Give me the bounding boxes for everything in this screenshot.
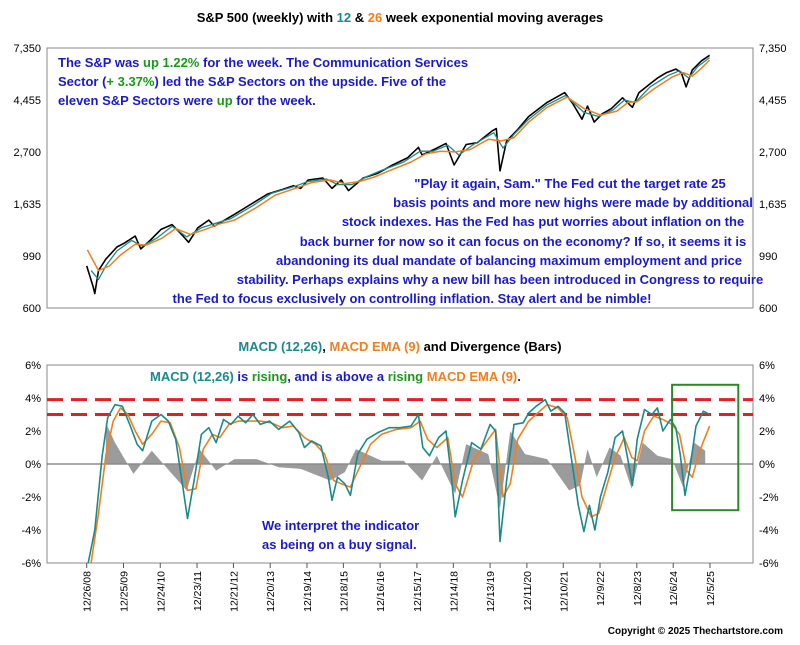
price-line [85, 54, 711, 295]
macd-y-axis: 6% 6% 4% 4% 2% 2% 0% 0% -2% -2% -4% -4% -6% -6% [21, 360, 778, 570]
svg-text:as being on a buy signal.: as being on a buy signal. [262, 537, 417, 552]
macd-tick-label-left: 2% [25, 426, 41, 438]
signal-line [90, 403, 711, 564]
fed-commentary-note: "Play it again, Sam." The Fed cut the ta… [173, 176, 764, 306]
price-tick-label-left: 4,455 [13, 95, 41, 107]
price-tick-label-right: 990 [759, 251, 777, 263]
date-tick-label: 12/23/11 [192, 571, 204, 611]
svg-text:eleven S&P Sectors were up for: eleven S&P Sectors were up for the week. [58, 93, 316, 108]
macd-tick-label-right: 6% [759, 360, 775, 372]
macd-tick-label-left: -6% [21, 558, 41, 570]
macd-tick-label-right: -2% [759, 492, 779, 504]
macd-tick-label-right: -6% [759, 558, 779, 570]
price-y-axis: 7,350 7,350 4,455 4,455 2,700 2,700 1,635 1,635… [13, 43, 786, 315]
macd-tick-label-right: -4% [759, 525, 779, 537]
fed-note-line: the Fed to focus exclusively on controll… [173, 291, 652, 306]
macd-tick-label-right: 4% [759, 393, 775, 405]
date-tick-label: 12/26/08 [82, 571, 94, 612]
date-tick-label: 12/21/12 [228, 571, 240, 612]
date-tick-label: 12/5/25 [705, 571, 717, 606]
macd-tick-label-left: 0% [25, 459, 41, 471]
macd-chart-title: MACD (12,26), MACD EMA (9) and Divergenc… [238, 339, 561, 354]
svg-text:Sector (+ 3.37%) led the S&P S: Sector (+ 3.37%) led the S&P Sectors on … [58, 74, 446, 89]
price-tick-label-left: 1,635 [13, 199, 41, 211]
macd-tick-label-left: -2% [21, 492, 41, 504]
date-tick-label: 12/25/09 [118, 571, 130, 612]
date-tick-label: 12/19/14 [302, 571, 314, 612]
date-tick-label: 12/20/13 [265, 571, 277, 612]
date-tick-label: 12/8/23 [632, 571, 644, 606]
date-tick-label: 12/13/19 [485, 571, 497, 612]
price-panel-frame [46, 47, 754, 309]
macd-plot [47, 383, 753, 564]
price-tick-label-right: 1,635 [759, 199, 787, 211]
svg-text:We interpret the indicator: We interpret the indicator [262, 518, 419, 533]
date-tick-label: 12/6/24 [668, 571, 680, 606]
date-tick-label: 12/15/17 [412, 571, 424, 612]
macd-rising-note: MACD (12,26) is rising, and is above a r… [150, 369, 521, 384]
price-chart-title: S&P 500 (weekly) with 12 & 26 week expon… [197, 10, 604, 25]
date-tick-label: 12/24/10 [155, 571, 167, 612]
date-tick-label: 12/14/18 [448, 571, 460, 612]
date-tick-label: 12/11/20 [522, 571, 534, 611]
buy-signal-note: We interpret the indicator as being on a… [262, 518, 419, 552]
price-plot [85, 54, 711, 295]
price-tick-label-left: 600 [23, 303, 41, 315]
macd-tick-label-left: -4% [21, 525, 41, 537]
date-tick-label: 12/10/21 [558, 571, 570, 612]
date-axis: 12/26/08 12/25/09 12/24/10 12/23/11 12/21/12… [82, 563, 717, 612]
price-tick-label-right: 600 [759, 303, 777, 315]
macd-tick-label-left: 4% [25, 393, 41, 405]
fed-note-line: stability. Perhaps explains why a new bi… [237, 272, 763, 287]
price-tick-label-right: 7,350 [759, 43, 787, 55]
price-tick-label-right: 4,455 [759, 95, 787, 107]
date-tick-label: 12/9/22 [595, 571, 607, 606]
date-tick-label: 12/18/15 [338, 571, 350, 612]
macd-tick-label-right: 2% [759, 426, 775, 438]
price-tick-label-left: 7,350 [13, 43, 41, 55]
fed-note-line: back burner for now so it can focus on t… [300, 234, 746, 249]
price-tick-label-left: 990 [23, 251, 41, 263]
fed-note-line: basis points and more new highs were mad… [393, 195, 753, 210]
price-tick-label-right: 2,700 [759, 147, 787, 159]
ema26-line [86, 59, 711, 272]
highlight-box [671, 383, 740, 512]
svg-text:The S&P was up 1.22% for the w: The S&P was up 1.22% for the week. The C… [58, 55, 468, 70]
copyright-text: Copyright © 2025 Thechartstore.com [608, 626, 783, 637]
price-tick-label-left: 2,700 [13, 147, 41, 159]
fed-note-line: stock indexes. Has the Fed has put worri… [342, 214, 744, 229]
macd-line [87, 398, 710, 564]
fed-note-line: "Play it again, Sam." The Fed cut the ta… [414, 176, 725, 191]
weekly-summary-note: The S&P was up 1.22% for the week. The C… [58, 55, 468, 108]
date-tick-label: 12/16/16 [375, 571, 387, 612]
ema12-line [90, 57, 710, 281]
macd-tick-label-left: 6% [25, 360, 41, 372]
macd-tick-label-right: 0% [759, 459, 775, 471]
fed-note-line: abandoning its dual mandate of balancing… [276, 253, 742, 268]
